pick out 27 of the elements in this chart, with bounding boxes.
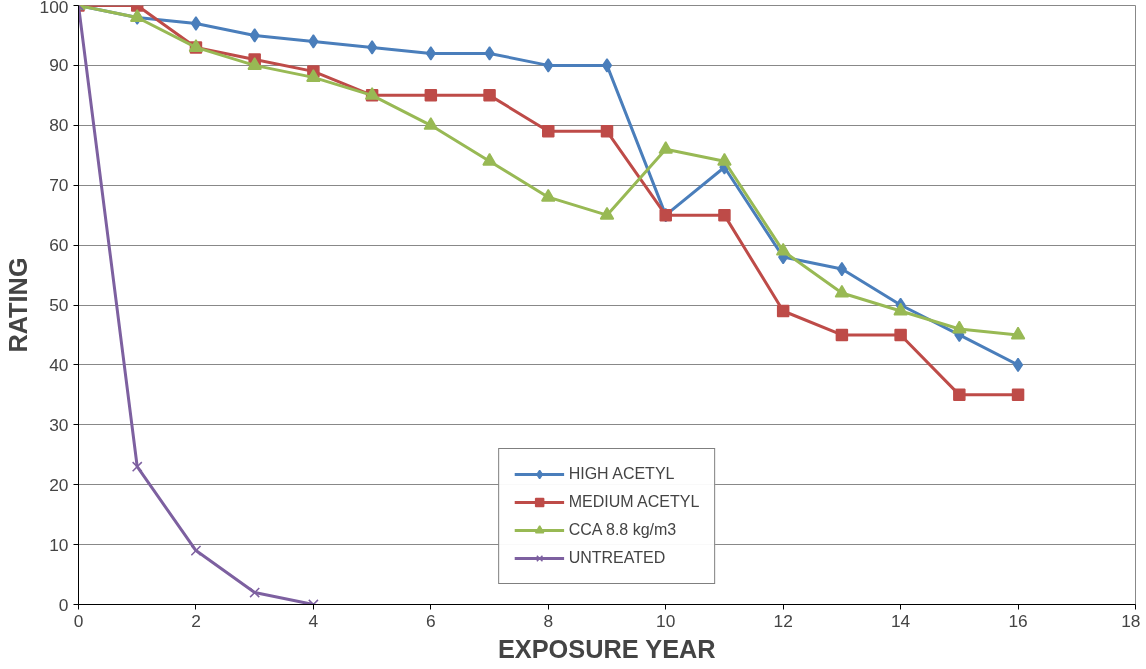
y-tick-label: 30 bbox=[49, 414, 69, 435]
legend-label: UNTREATED bbox=[568, 549, 666, 567]
x-tick-label: 6 bbox=[426, 610, 436, 631]
x-tick-label: 4 bbox=[308, 610, 319, 631]
legend-label: MEDIUM ACETYL bbox=[568, 493, 700, 511]
x-tick-label: 2 bbox=[191, 610, 201, 631]
x-tick-label: 18 bbox=[1121, 610, 1141, 631]
x-tick-label: 14 bbox=[890, 610, 911, 631]
y-tick-label: 0 bbox=[58, 594, 69, 615]
x-tick-label: 12 bbox=[773, 610, 793, 631]
x-tick-label: 0 bbox=[73, 610, 84, 631]
legend-label: CCA 8.8 kg/m3 bbox=[568, 521, 677, 539]
y-tick-label: 60 bbox=[49, 235, 69, 256]
y-tick-label: 10 bbox=[49, 534, 69, 555]
y-tick-label: 80 bbox=[49, 115, 69, 136]
x-tick-label: 8 bbox=[543, 610, 554, 631]
y-tick-label: 100 bbox=[39, 0, 69, 17]
y-axis-title: RATING bbox=[3, 257, 32, 353]
x-axis-title: EXPOSURE YEAR bbox=[497, 634, 716, 663]
x-tick-label: 10 bbox=[656, 610, 676, 631]
y-tick-label: 40 bbox=[49, 354, 69, 375]
y-tick-label: 90 bbox=[49, 55, 69, 76]
y-tick-label: 70 bbox=[49, 175, 69, 196]
legend-label: HIGH ACETYL bbox=[568, 465, 675, 483]
y-tick-label: 20 bbox=[49, 474, 69, 495]
x-tick-label: 16 bbox=[1008, 610, 1028, 631]
y-tick-label: 50 bbox=[49, 295, 69, 315]
